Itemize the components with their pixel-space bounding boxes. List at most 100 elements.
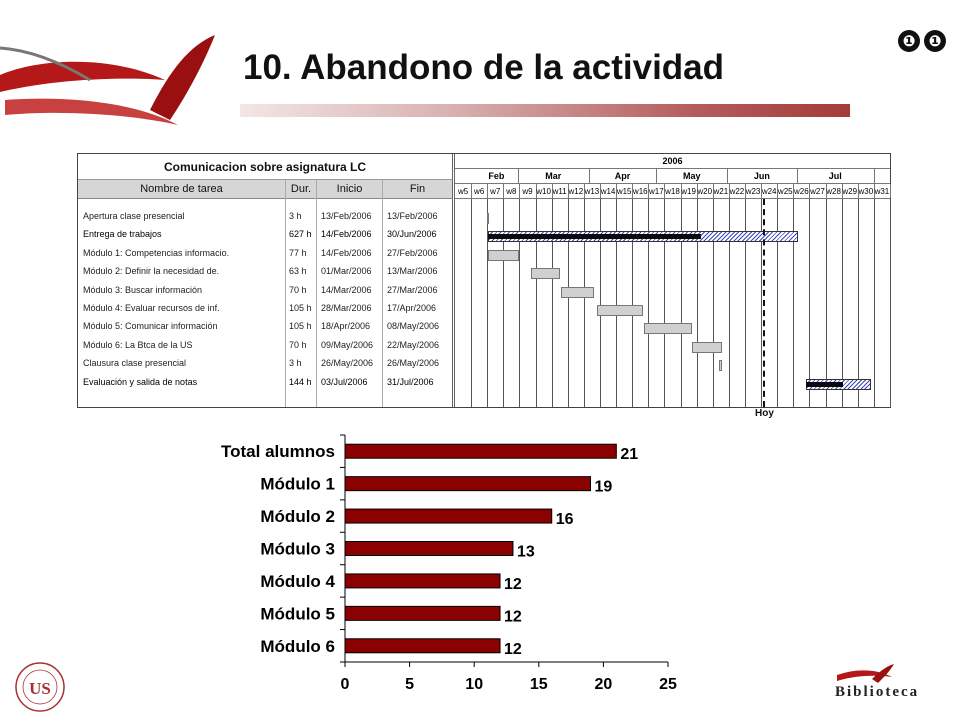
x-tick-label: 5	[405, 676, 414, 693]
university-initials: US	[29, 679, 51, 698]
timeline-gridline	[648, 199, 650, 407]
timeline-week: w26	[793, 184, 811, 198]
task-end-cell: 26/May/2006	[387, 358, 440, 369]
university-seal-logo: US	[15, 662, 65, 712]
timeline-month: Jul	[797, 169, 875, 183]
data-label: 16	[556, 511, 574, 528]
task-start-cell: 18/Apr/2006	[321, 321, 371, 332]
timeline-week: w19	[681, 184, 698, 198]
gantt-chart: Comunicacion sobre asignatura LC Nombre …	[77, 153, 891, 408]
gantt-project-title: Comunicacion sobre asignatura LC	[78, 154, 452, 180]
timeline-week: w30	[858, 184, 875, 198]
task-start-cell: 26/May/2006	[321, 358, 374, 369]
timeline-gridline	[825, 199, 827, 407]
timeline-week: w20	[697, 184, 714, 198]
timeline-week: w18	[664, 184, 682, 198]
task-name-cell: Módulo 1: Competencias informacio.	[83, 247, 230, 258]
timeline-gridline	[600, 199, 601, 407]
timeline-gridline	[535, 199, 537, 407]
column-header-name: Nombre de tarea	[78, 180, 286, 199]
slide-title: 10. Abandono de la actividad	[243, 48, 725, 87]
gantt-task-bar	[691, 341, 723, 353]
timeline-gridline	[712, 199, 714, 407]
timeline-week: w21	[713, 184, 730, 198]
today-marker-line	[762, 199, 765, 407]
task-end-cell: 30/Jun/2006	[387, 229, 437, 240]
today-label: Hoy	[755, 408, 774, 419]
timeline-week: w9	[519, 184, 537, 198]
gantt-task-bar	[488, 249, 520, 261]
task-dur-cell: 77 h	[289, 247, 307, 258]
timeline-gridline	[583, 199, 585, 407]
bar-chart-svg: Total alumnos 21 Módulo 1 19 Módulo 2 16 Módul…	[221, 434, 677, 693]
timeline-week: w13	[584, 184, 601, 198]
task-dur-cell: 105 h	[289, 321, 312, 332]
timeline-gridline	[680, 199, 682, 407]
timeline-gridline	[664, 199, 666, 407]
timeline-month: Jun	[727, 169, 798, 183]
timeline-gridline	[487, 199, 489, 407]
category-label: Módulo 6	[260, 637, 335, 656]
timeline-gridline	[890, 199, 891, 407]
task-dur-cell: 627 h	[289, 229, 312, 240]
task-start-cell: 28/Mar/2006	[321, 303, 372, 313]
timeline-month: Mar	[518, 169, 590, 183]
gantt-timeline: 2006 Feb Mar Apr May Jun Jul w5 w6 w7 w8 w9 w10 w11…	[455, 154, 891, 407]
task-end-cell: 22/May/2006	[387, 339, 440, 350]
timeline-week: w27	[809, 184, 827, 198]
gantt-task-bar	[530, 268, 560, 280]
timeline-month: May	[656, 169, 729, 183]
column-header-end: Fin	[383, 180, 452, 199]
task-name-cell: Módulo 5: Comunicar información	[83, 321, 218, 332]
task-dur-cell: 63 h	[289, 266, 307, 277]
x-tick-label: 0	[341, 676, 350, 693]
nav-icon[interactable]: ❶	[924, 30, 946, 52]
gantt-task-bar	[643, 323, 692, 335]
category-label: Módulo 5	[260, 604, 335, 623]
timeline-gridline	[793, 199, 795, 407]
task-end-cell: 13/Feb/2006	[387, 211, 438, 221]
timeline-week: w10	[536, 184, 553, 198]
category-label: Módulo 3	[260, 540, 335, 559]
task-dur-cell: 105 h	[289, 303, 312, 313]
timeline-week: w29	[842, 184, 859, 198]
x-tick-label: 15	[530, 676, 548, 693]
task-end-cell: 08/May/2006	[387, 321, 440, 332]
bar	[344, 508, 553, 524]
timeline-week: w23	[745, 184, 763, 198]
library-name: Biblioteca	[835, 684, 920, 700]
timeline-month: Feb	[475, 169, 519, 183]
task-end-cell: 27/Mar/2006	[387, 284, 438, 295]
timeline-gridline	[873, 199, 875, 407]
category-label: Módulo 1	[260, 475, 335, 494]
timeline-gridline	[696, 199, 698, 407]
task-name-cell: Entrega de trabajos	[83, 229, 162, 240]
timeline-gridline	[761, 199, 763, 407]
data-label: 12	[504, 608, 522, 625]
task-start-cell: 14/Feb/2006	[321, 229, 372, 240]
gantt-task-bar	[719, 360, 722, 372]
timeline-week: w7	[487, 184, 505, 198]
bar	[344, 638, 501, 654]
bar	[344, 443, 617, 459]
data-label: 21	[620, 446, 638, 463]
bar	[344, 573, 501, 589]
timeline-gridline	[567, 199, 569, 407]
task-start-cell: 09/May/2006	[321, 339, 374, 350]
column-header-duration: Dur.	[286, 180, 317, 199]
task-name-cell: Apertura clase presencial	[83, 211, 185, 221]
task-name-cell: Módulo 3: Buscar información	[83, 284, 203, 295]
x-tick-label: 10	[465, 676, 483, 693]
task-name-cell: Módulo 6: La Btca de la US	[83, 339, 193, 350]
data-label: 12	[504, 576, 522, 593]
timeline-week: w22	[729, 184, 746, 198]
bar	[344, 476, 591, 492]
gantt-progress-bar	[488, 234, 702, 240]
timeline-gridline	[616, 199, 618, 407]
timeline-gridline	[632, 199, 634, 407]
timeline-week: w24	[761, 184, 779, 198]
timeline-week: w5	[455, 184, 473, 198]
nav-icon[interactable]: ❶	[898, 30, 920, 52]
task-dur-cell: 70 h	[289, 339, 307, 350]
timeline-week: w12	[568, 184, 585, 198]
